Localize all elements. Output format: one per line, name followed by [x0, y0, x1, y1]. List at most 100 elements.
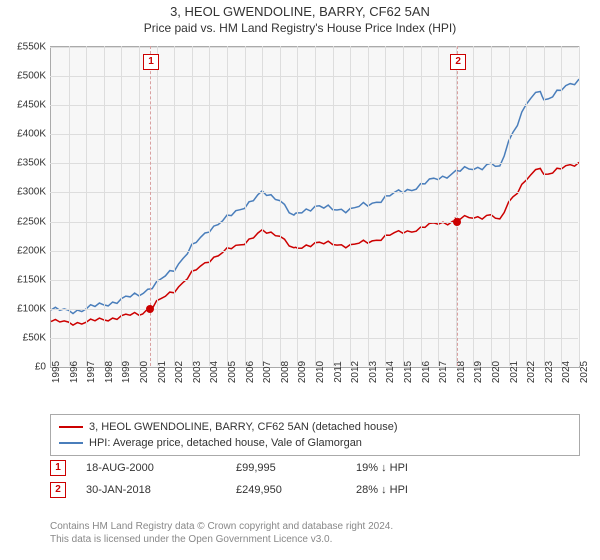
- y-tick-label: £500K: [0, 71, 46, 82]
- attribution-line1: Contains HM Land Registry data © Crown c…: [50, 520, 580, 533]
- gridline-h: [50, 134, 578, 135]
- gridline-v: [262, 46, 263, 366]
- gridline-v: [561, 46, 562, 366]
- x-tick-label: 2002: [174, 361, 185, 383]
- legend-label: 3, HEOL GWENDOLINE, BARRY, CF62 5AN (det…: [89, 421, 398, 433]
- gridline-v: [297, 46, 298, 366]
- gridline-v: [86, 46, 87, 366]
- y-tick-label: £0: [0, 362, 46, 373]
- x-tick-label: 2017: [438, 361, 449, 383]
- x-tick-label: 2011: [333, 361, 344, 383]
- gridline-v: [104, 46, 105, 366]
- sale-row-marker: 2: [50, 482, 66, 498]
- y-tick-label: £300K: [0, 187, 46, 198]
- gridline-h: [50, 192, 578, 193]
- gridline-v: [350, 46, 351, 366]
- sale-marker-box: 1: [143, 54, 159, 70]
- x-tick-label: 1999: [121, 361, 132, 383]
- gridline-v: [280, 46, 281, 366]
- gridline-v: [526, 46, 527, 366]
- gridline-v: [385, 46, 386, 366]
- gridline-h: [50, 251, 578, 252]
- x-tick-label: 2007: [262, 361, 273, 383]
- x-tick-label: 2001: [157, 361, 168, 383]
- gridline-v: [139, 46, 140, 366]
- gridline-v: [315, 46, 316, 366]
- gridline-v: [438, 46, 439, 366]
- gridline-h: [50, 309, 578, 310]
- gridline-h: [50, 338, 578, 339]
- attribution: Contains HM Land Registry data © Crown c…: [50, 520, 580, 546]
- y-tick-label: £550K: [0, 42, 46, 53]
- x-tick-label: 2013: [368, 361, 379, 383]
- legend: 3, HEOL GWENDOLINE, BARRY, CF62 5AN (det…: [50, 414, 580, 456]
- gridline-h: [50, 163, 578, 164]
- legend-swatch: [59, 426, 83, 428]
- legend-swatch: [59, 442, 83, 444]
- sale-row: 230-JAN-2018£249,95028% ↓ HPI: [50, 482, 580, 498]
- x-tick-label: 2015: [403, 361, 414, 383]
- y-tick-label: £50K: [0, 332, 46, 343]
- attribution-line2: This data is licensed under the Open Gov…: [50, 533, 580, 546]
- y-tick-label: £150K: [0, 274, 46, 285]
- x-tick-label: 2023: [544, 361, 555, 383]
- y-tick-label: £250K: [0, 216, 46, 227]
- x-tick-label: 2014: [385, 361, 396, 383]
- x-tick-label: 1997: [86, 361, 97, 383]
- x-tick-label: 2004: [209, 361, 220, 383]
- title-subtitle: Price paid vs. HM Land Registry's House …: [0, 21, 600, 35]
- chart-area: £0£50K£100K£150K£200K£250K£300K£350K£400…: [50, 46, 580, 368]
- gridline-v: [157, 46, 158, 366]
- x-tick-label: 2020: [491, 361, 502, 383]
- x-tick-label: 2016: [421, 361, 432, 383]
- gridline-v: [192, 46, 193, 366]
- gridline-v: [403, 46, 404, 366]
- x-tick-label: 2012: [350, 361, 361, 383]
- x-tick-label: 1996: [69, 361, 80, 383]
- sale-date: 30-JAN-2018: [86, 484, 236, 496]
- gridline-v: [473, 46, 474, 366]
- sale-marker-line: [457, 46, 458, 366]
- y-tick-label: £450K: [0, 100, 46, 111]
- x-tick-label: 2019: [473, 361, 484, 383]
- sale-row: 118-AUG-2000£99,99519% ↓ HPI: [50, 460, 580, 476]
- sale-marker-line: [150, 46, 151, 366]
- gridline-h: [50, 280, 578, 281]
- gridline-v: [509, 46, 510, 366]
- titles: 3, HEOL GWENDOLINE, BARRY, CF62 5AN Pric…: [0, 0, 600, 35]
- x-tick-label: 2025: [579, 361, 590, 383]
- x-tick-label: 2000: [139, 361, 150, 383]
- x-tick-label: 2008: [280, 361, 291, 383]
- gridline-v: [174, 46, 175, 366]
- x-tick-label: 2006: [245, 361, 256, 383]
- gridline-v: [579, 46, 580, 366]
- sale-diff: 19% ↓ HPI: [356, 462, 476, 474]
- legend-row: HPI: Average price, detached house, Vale…: [59, 435, 571, 451]
- x-tick-label: 1998: [104, 361, 115, 383]
- gridline-v: [544, 46, 545, 366]
- gridline-v: [245, 46, 246, 366]
- gridline-v: [333, 46, 334, 366]
- x-tick-label: 1995: [51, 361, 62, 383]
- gridline-v: [368, 46, 369, 366]
- gridline-h: [50, 105, 578, 106]
- title-address: 3, HEOL GWENDOLINE, BARRY, CF62 5AN: [0, 4, 600, 19]
- x-tick-label: 2005: [227, 361, 238, 383]
- gridline-v: [421, 46, 422, 366]
- x-tick-label: 2010: [315, 361, 326, 383]
- x-tick-label: 2003: [192, 361, 203, 383]
- sale-date: 18-AUG-2000: [86, 462, 236, 474]
- y-tick-label: £100K: [0, 303, 46, 314]
- x-tick-label: 2021: [509, 361, 520, 383]
- sale-dot: [453, 218, 461, 226]
- legend-row: 3, HEOL GWENDOLINE, BARRY, CF62 5AN (det…: [59, 419, 571, 435]
- gridline-h: [50, 76, 578, 77]
- legend-label: HPI: Average price, detached house, Vale…: [89, 437, 362, 449]
- x-tick-label: 2009: [297, 361, 308, 383]
- gridline-h: [50, 47, 578, 48]
- y-tick-label: £350K: [0, 158, 46, 169]
- sale-diff: 28% ↓ HPI: [356, 484, 476, 496]
- sale-dot: [146, 305, 154, 313]
- sale-row-marker: 1: [50, 460, 66, 476]
- gridline-v: [491, 46, 492, 366]
